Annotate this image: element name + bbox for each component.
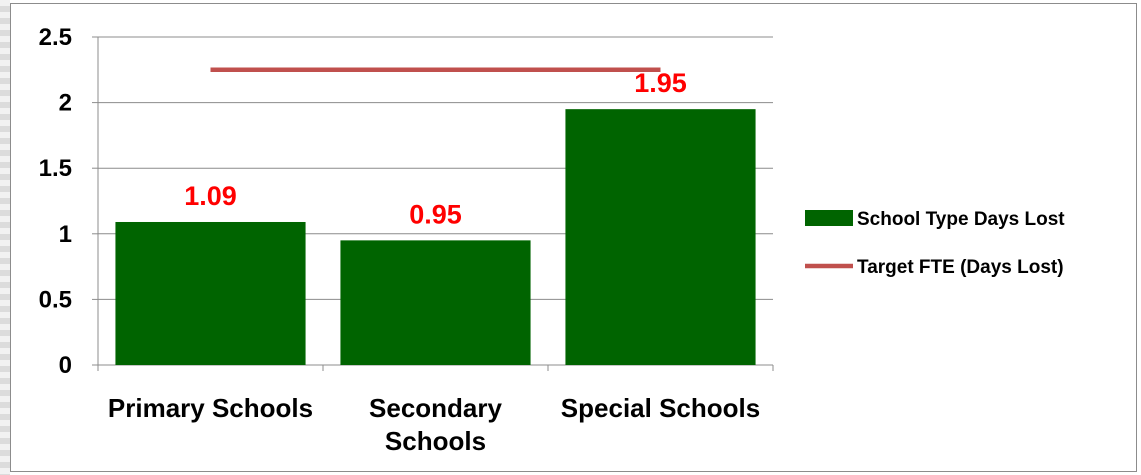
y-tick-labels: 0 0.5 1 1.5 2 2.5 [39, 24, 72, 379]
bar [115, 221, 306, 365]
y-tick-label: 1 [59, 221, 72, 248]
data-label: 1.95 [634, 68, 687, 98]
bar [565, 109, 756, 365]
y-tick-label: 0 [59, 352, 72, 379]
legend-label-target: Target FTE (Days Lost) [857, 257, 1064, 278]
legend-swatch-bars [805, 210, 853, 226]
legend: School Type Days Lost Target FTE (Days Lo… [805, 209, 1065, 278]
x-category-label: Primary Schools [108, 393, 313, 423]
data-label: 0.95 [409, 199, 462, 229]
legend-label-bars: School Type Days Lost [857, 209, 1065, 230]
data-labels: 1.09 0.95 1.95 [184, 68, 687, 229]
page-edge [0, 0, 10, 475]
bar [340, 240, 531, 365]
data-label: 1.09 [184, 181, 237, 211]
y-tick-label: 2 [59, 90, 72, 117]
bars [115, 109, 756, 365]
x-category-label: Secondary Schools [369, 393, 502, 456]
x-category-labels: Primary Schools Secondary Schools Special S… [108, 393, 760, 456]
y-tick-label: 1.5 [39, 155, 72, 182]
x-category-label: Special Schools [561, 393, 760, 423]
y-tick-label: 0.5 [39, 286, 72, 313]
y-tick-label: 2.5 [39, 24, 72, 51]
